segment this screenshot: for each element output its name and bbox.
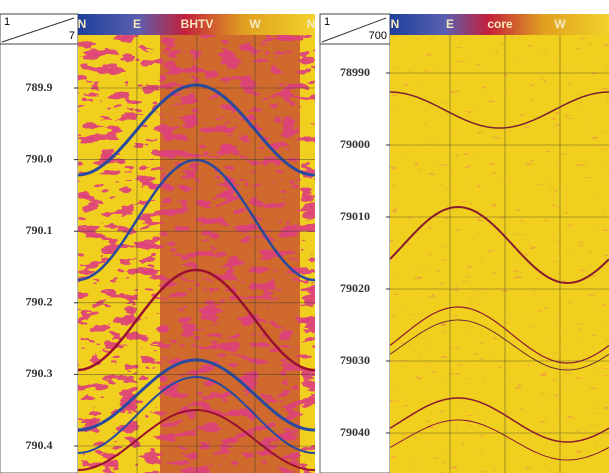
header-label: core — [487, 17, 513, 31]
depth-label: 790.0 — [26, 151, 53, 165]
depth-label: 79030 — [340, 353, 370, 367]
header-label: BHTV — [181, 17, 214, 31]
depth-column — [320, 14, 390, 473]
scale-bottom: 700 — [369, 30, 387, 42]
depth-label: 79020 — [340, 281, 370, 295]
texture — [390, 35, 609, 473]
depth-label: 79010 — [340, 209, 370, 223]
depth-label: 79000 — [340, 137, 370, 151]
header-label: W — [249, 17, 261, 31]
header-label: N — [307, 17, 316, 31]
header-label: W — [554, 17, 566, 31]
depth-label: 790.1 — [26, 223, 53, 237]
depth-label: 790.3 — [26, 366, 53, 380]
scale-top: 1 — [324, 16, 330, 28]
scale-bottom: 7 — [69, 30, 75, 42]
header-label: E — [446, 17, 454, 31]
depth-label: 79040 — [340, 425, 370, 439]
depth-label: 789.9 — [26, 80, 53, 94]
depth-label: 790.2 — [26, 295, 53, 309]
header-label: E — [133, 17, 141, 31]
header-label: N — [78, 17, 87, 31]
scale-box — [0, 14, 78, 44]
figure: 17NEBHTVWN789.9790.0790.1790.2790.3790.4… — [0, 0, 609, 473]
depth-label: 790.4 — [26, 438, 53, 452]
header-label: N — [391, 17, 400, 31]
depth-label: 78990 — [340, 65, 370, 79]
scale-top: 1 — [4, 16, 10, 28]
